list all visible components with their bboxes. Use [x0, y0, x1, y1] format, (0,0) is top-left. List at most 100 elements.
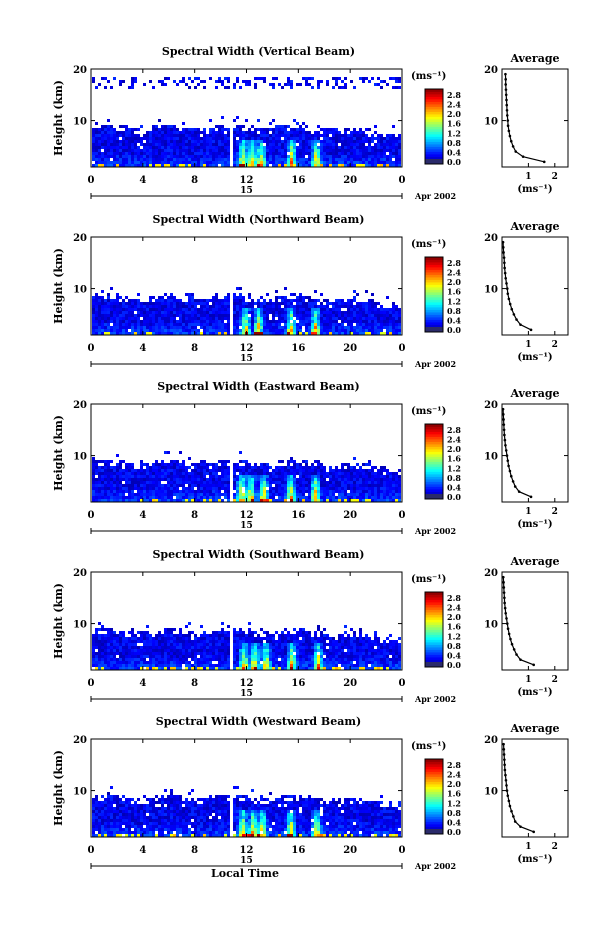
heatmap-cell: [176, 323, 179, 326]
heatmap-cell: [185, 667, 188, 670]
colorbar-band: [425, 121, 443, 125]
heatmap-cell: [287, 311, 290, 314]
heatmap-cell: [170, 143, 173, 146]
heatmap-cell: [239, 308, 242, 311]
heatmap-cell: [131, 140, 134, 143]
heatmap-cell: [212, 643, 215, 646]
heatmap-cell: [143, 478, 146, 481]
heatmap-cell: [167, 667, 170, 670]
panel-4: Spectral Width (Southward Beam)0 4 8 12 16 20…: [52, 548, 569, 704]
colorbar-band: [425, 441, 443, 445]
heatmap-cell: [137, 140, 140, 143]
heatmap-cell: [143, 646, 146, 649]
heatmap-cell: [308, 308, 311, 311]
heatmap-cell: [332, 308, 335, 311]
heatmap-cell: [128, 302, 131, 305]
heatmap-cell: [239, 655, 242, 658]
heatmap-cell: [245, 320, 248, 323]
heatmap-cell: [227, 131, 230, 134]
heatmap-cell: [146, 484, 149, 487]
heatmap-cell: [398, 152, 401, 155]
heatmap-cell: [242, 308, 245, 311]
heatmap-cell: [164, 311, 167, 314]
heatmap-cell: [392, 484, 395, 487]
heatmap-cell: [359, 481, 362, 484]
heatmap-cell: [374, 478, 377, 481]
heatmap-cell: [182, 661, 185, 664]
heatmap-cell: [356, 152, 359, 155]
heatmap-cell: [149, 658, 152, 661]
heatmap-cell: [167, 158, 170, 161]
heatmap-cell: [383, 320, 386, 323]
heatmap-cell: [203, 329, 206, 332]
heatmap-cell: [110, 652, 113, 655]
heatmap-cell: [92, 146, 95, 149]
heatmap-cell: [209, 119, 212, 122]
heatmap-cell: [113, 161, 116, 164]
heatmap-cell: [284, 305, 287, 308]
heatmap-cell: [194, 140, 197, 143]
heatmap-cell: [122, 146, 125, 149]
heatmap-cell: [383, 466, 386, 469]
heatmap-cell: [155, 490, 158, 493]
heatmap-cell: [395, 143, 398, 146]
heatmap-cell: [176, 466, 179, 469]
heatmap-cell: [110, 484, 113, 487]
heatmap-cell: [98, 152, 101, 155]
heatmap-cell: [197, 299, 200, 302]
heatmap-cell: [389, 323, 392, 326]
heatmap-cell: [149, 164, 152, 167]
heatmap-cell: [164, 146, 167, 149]
heatmap-cell: [338, 317, 341, 320]
heatmap-cell: [254, 143, 257, 146]
heatmap-cell: [317, 149, 320, 152]
heatmap-cell: [305, 80, 308, 83]
heatmap-cell: [269, 649, 272, 652]
heatmap-cell: [236, 326, 239, 329]
heatmap-cell: [227, 487, 230, 490]
heatmap-cell: [233, 311, 236, 314]
heatmap-cell: [368, 140, 371, 143]
heatmap-cell: [161, 308, 164, 311]
heatmap-cell: [209, 311, 212, 314]
heatmap-cell: [239, 661, 242, 664]
heatmap-cell: [179, 161, 182, 164]
heatmap-cell: [359, 326, 362, 329]
heatmap-cell: [236, 332, 239, 335]
heatmap-cell: [284, 131, 287, 134]
heatmap-cell: [95, 152, 98, 155]
heatmap-cell: [227, 311, 230, 314]
heatmap-cell: [236, 478, 239, 481]
heatmap-cell: [332, 86, 335, 89]
heatmap-cell: [260, 652, 263, 655]
heatmap-cell: [98, 622, 101, 625]
heatmap-cell: [356, 155, 359, 158]
heatmap-cell: [221, 323, 224, 326]
heatmap-cell: [224, 128, 227, 131]
heatmap-cell: [203, 146, 206, 149]
heatmap-cell: [203, 667, 206, 670]
heatmap-cell: [119, 463, 122, 466]
heatmap-cell: [164, 305, 167, 308]
heatmap-cell: [191, 296, 194, 299]
heatmap-cell: [92, 472, 95, 475]
heatmap-cell: [101, 658, 104, 661]
heatmap-cell: [116, 332, 119, 335]
heatmap-cell: [350, 323, 353, 326]
x-tick-label: 12: [240, 510, 254, 521]
heatmap-cell: [191, 646, 194, 649]
heatmap-cell: [209, 308, 212, 311]
heatmap-cell: [290, 457, 293, 460]
heatmap-cell: [251, 158, 254, 161]
heatmap-cell: [164, 320, 167, 323]
colorbar-band: [425, 151, 443, 155]
heatmap-cell: [209, 646, 212, 649]
colorbar-tick-label: 0.4: [447, 147, 461, 157]
heatmap-cell: [245, 652, 248, 655]
heatmap-cell: [173, 661, 176, 664]
heatmap-cell: [179, 131, 182, 134]
heatmap-cell: [332, 490, 335, 493]
heatmap-cell: [332, 326, 335, 329]
heatmap-cell: [257, 143, 260, 146]
heatmap-cell: [257, 493, 260, 496]
